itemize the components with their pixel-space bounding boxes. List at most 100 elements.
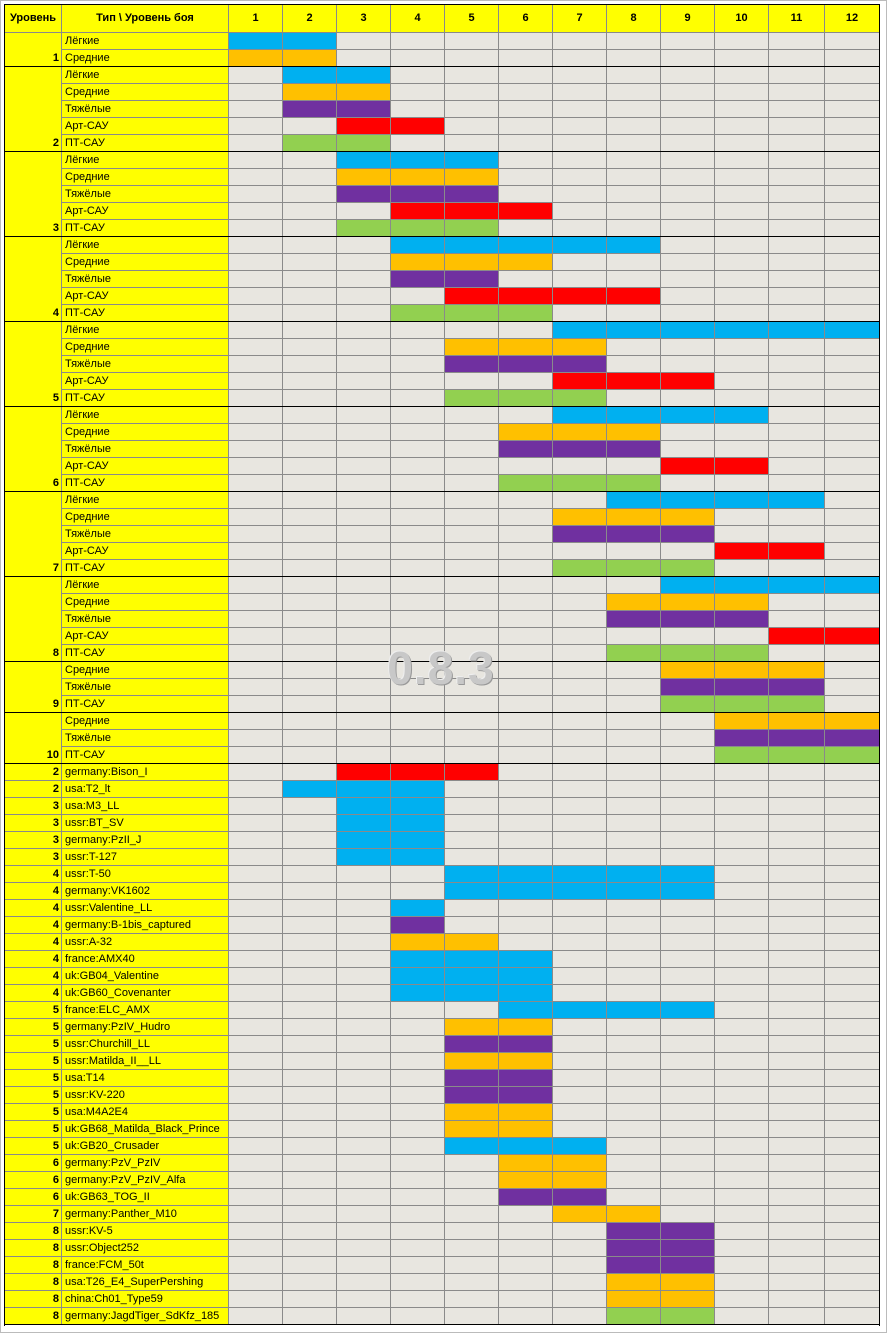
battle-cell — [391, 866, 445, 883]
battle-cell-active — [607, 237, 661, 254]
battle-cell — [283, 322, 337, 339]
battle-cell — [825, 1155, 880, 1172]
battle-cell — [445, 1206, 499, 1223]
battle-cell — [661, 33, 715, 50]
type-cell: Лёгкие — [62, 33, 229, 50]
battle-cell — [337, 509, 391, 526]
battle-cell — [391, 1087, 445, 1104]
battle-cell — [661, 288, 715, 305]
battle-cell — [661, 1036, 715, 1053]
battle-cell — [553, 152, 607, 169]
battle-cell — [553, 951, 607, 968]
battle-cell — [229, 611, 283, 628]
battle-cell-active — [445, 356, 499, 373]
battle-cell — [769, 849, 825, 866]
battle-cell-active — [607, 322, 661, 339]
table-frame — [4, 1324, 880, 1325]
battle-cell-active — [391, 169, 445, 186]
battle-cell — [661, 543, 715, 560]
battle-cell — [499, 101, 553, 118]
battle-cell — [337, 883, 391, 900]
battle-cell — [661, 781, 715, 798]
battle-cell — [445, 407, 499, 424]
battle-cell — [229, 1019, 283, 1036]
type-cell: ПТ-САУ — [62, 390, 229, 407]
battle-cell — [229, 798, 283, 815]
level-cell: 4 — [5, 883, 62, 900]
battle-cell — [769, 1155, 825, 1172]
battle-cell — [445, 135, 499, 152]
battle-cell — [229, 968, 283, 985]
battle-cell — [825, 594, 880, 611]
battle-cell — [715, 373, 769, 390]
type-cell: Арт-САУ — [62, 373, 229, 390]
level-cell: 9 — [5, 662, 62, 713]
type-cell: ПТ-САУ — [62, 135, 229, 152]
battle-cell — [499, 849, 553, 866]
header-battle-level: 4 — [391, 5, 445, 33]
battle-cell-active — [499, 1053, 553, 1070]
battle-cell-active — [391, 271, 445, 288]
battle-cell — [337, 560, 391, 577]
battle-cell — [499, 407, 553, 424]
battle-cell — [769, 1240, 825, 1257]
battle-cell — [661, 968, 715, 985]
battle-cell — [553, 917, 607, 934]
type-cell: ПТ-САУ — [62, 645, 229, 662]
battle-cell — [445, 526, 499, 543]
battle-cell — [553, 1308, 607, 1325]
battle-cell — [337, 203, 391, 220]
battle-cell — [553, 67, 607, 84]
type-cell: germany:Bison_I — [62, 764, 229, 781]
battle-cell — [715, 1274, 769, 1291]
battle-cell-active — [825, 628, 880, 645]
battle-cell — [337, 645, 391, 662]
battle-cell — [391, 1104, 445, 1121]
battle-cell-active — [499, 1002, 553, 1019]
battle-cell — [499, 594, 553, 611]
level-cell: 4 — [5, 951, 62, 968]
battle-cell — [825, 815, 880, 832]
battle-cell — [661, 628, 715, 645]
battle-cell — [283, 900, 337, 917]
battle-cell — [499, 798, 553, 815]
type-cell: ussr:T-127 — [62, 849, 229, 866]
battle-cell — [553, 1104, 607, 1121]
battle-cell-active — [391, 798, 445, 815]
battle-cell-active — [553, 424, 607, 441]
battle-cell — [283, 815, 337, 832]
type-cell: Арт-САУ — [62, 203, 229, 220]
type-cell: ussr:KV-220 — [62, 1087, 229, 1104]
battle-cell-active — [445, 203, 499, 220]
battle-cell-active — [499, 441, 553, 458]
battle-cell-active — [661, 883, 715, 900]
level-cell: 8 — [5, 1274, 62, 1291]
battle-cell — [825, 662, 880, 679]
battle-cell — [769, 424, 825, 441]
battle-cell — [391, 594, 445, 611]
battle-cell-active — [337, 781, 391, 798]
battle-cell — [283, 696, 337, 713]
battle-cell — [229, 1155, 283, 1172]
battle-cell — [825, 458, 880, 475]
battle-cell — [391, 1240, 445, 1257]
battle-cell — [391, 475, 445, 492]
battle-cell — [283, 118, 337, 135]
battle-cell — [825, 118, 880, 135]
battle-cell — [229, 866, 283, 883]
battle-cell — [553, 1087, 607, 1104]
battle-cell — [825, 1019, 880, 1036]
battle-cell-active — [499, 254, 553, 271]
battle-cell-active — [445, 271, 499, 288]
battle-cell — [283, 1223, 337, 1240]
battle-cell — [607, 1155, 661, 1172]
battle-cell — [499, 747, 553, 764]
type-cell: Тяжёлые — [62, 679, 229, 696]
battle-cell — [229, 1121, 283, 1138]
battle-cell — [825, 1240, 880, 1257]
type-cell: Тяжёлые — [62, 356, 229, 373]
battle-cell — [553, 798, 607, 815]
type-cell: france:FCM_50t — [62, 1257, 229, 1274]
battle-cell — [607, 628, 661, 645]
battle-cell-active — [553, 475, 607, 492]
